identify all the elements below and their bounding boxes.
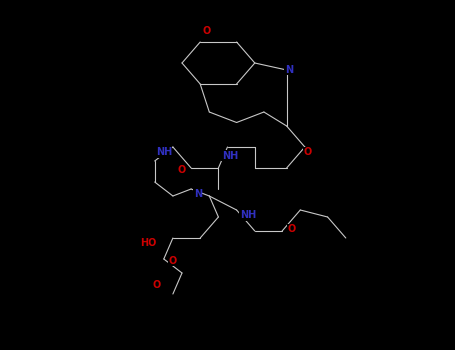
Text: O: O [178,165,186,175]
Text: N: N [194,189,202,199]
Text: NH: NH [240,210,256,220]
Text: O: O [153,280,161,290]
Text: O: O [287,224,295,234]
Text: NH: NH [222,151,238,161]
Text: HO: HO [140,238,156,248]
Text: O: O [203,27,211,36]
Text: O: O [303,147,311,157]
Text: NH: NH [156,147,172,157]
Text: N: N [285,65,293,75]
Text: O: O [169,256,177,266]
